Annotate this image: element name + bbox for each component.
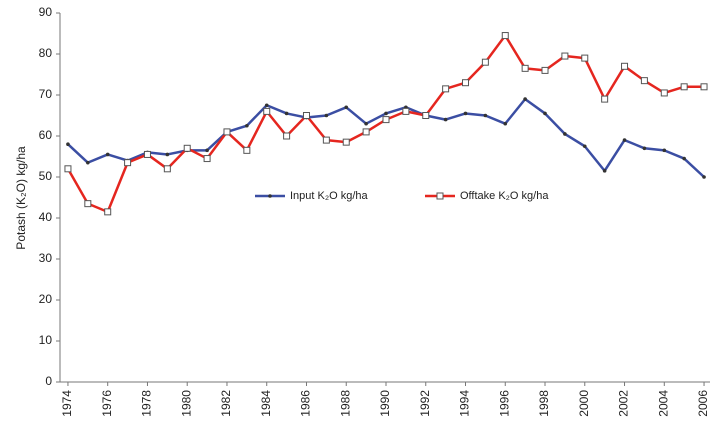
x-tick-label: 1974 bbox=[60, 390, 74, 417]
data-point bbox=[104, 208, 112, 216]
legend-label: Offtake K₂O kg/ha bbox=[460, 190, 549, 202]
x-tick-label: 1992 bbox=[418, 390, 432, 417]
series-line bbox=[66, 34, 705, 214]
data-point bbox=[521, 64, 529, 72]
x-tick-label: 1990 bbox=[378, 390, 392, 417]
x-tick-label: 1996 bbox=[497, 390, 511, 417]
x-tick-label: 1980 bbox=[179, 390, 193, 417]
y-tick-label: 70 bbox=[39, 87, 53, 101]
data-point bbox=[165, 152, 170, 157]
y-tick-label: 60 bbox=[39, 128, 53, 142]
x-tick-label: 1978 bbox=[140, 390, 154, 417]
data-point bbox=[700, 83, 708, 91]
data-point bbox=[402, 107, 410, 115]
data-point bbox=[442, 85, 450, 93]
data-point bbox=[523, 97, 527, 101]
data-point bbox=[642, 146, 647, 151]
x-tick-label: 2004 bbox=[656, 390, 670, 417]
y-tick-label: 30 bbox=[39, 251, 53, 265]
data-point bbox=[264, 103, 269, 108]
data-point bbox=[344, 105, 349, 110]
data-point bbox=[105, 152, 110, 157]
data-point bbox=[602, 169, 607, 173]
y-axis-label: Potash (K₂O) kg/ha bbox=[14, 146, 28, 250]
data-point bbox=[384, 111, 388, 116]
y-tick-label: 40 bbox=[39, 210, 53, 224]
series bbox=[64, 32, 708, 216]
x-tick-label: 1984 bbox=[259, 390, 273, 417]
data-point bbox=[243, 146, 251, 154]
data-point bbox=[203, 155, 211, 163]
data-point bbox=[362, 128, 370, 136]
data-point bbox=[702, 175, 706, 179]
legend-label: Input K₂O kg/ha bbox=[290, 190, 369, 202]
data-point bbox=[682, 156, 686, 161]
data-point bbox=[342, 138, 350, 146]
data-point bbox=[284, 111, 289, 116]
data-point bbox=[561, 52, 569, 60]
data-point bbox=[422, 112, 430, 119]
x-tick-label: 1998 bbox=[537, 390, 551, 417]
data-point bbox=[283, 132, 291, 140]
data-point bbox=[543, 111, 547, 116]
y-tick-label: 20 bbox=[39, 292, 53, 306]
data-point bbox=[581, 54, 589, 62]
data-point bbox=[640, 77, 648, 85]
x-tick-label: 1986 bbox=[299, 390, 313, 417]
data-point bbox=[462, 79, 470, 87]
data-point bbox=[143, 150, 151, 158]
data-point bbox=[183, 144, 191, 152]
data-point bbox=[601, 95, 609, 103]
data-point bbox=[205, 148, 209, 153]
data-point bbox=[263, 107, 271, 115]
data-point bbox=[322, 136, 330, 144]
x-tick-label: 1988 bbox=[338, 390, 352, 417]
legend-marker bbox=[268, 194, 272, 198]
data-point bbox=[443, 117, 448, 122]
data-point bbox=[223, 128, 231, 136]
data-point bbox=[364, 121, 368, 126]
data-point bbox=[66, 142, 70, 146]
data-point bbox=[463, 111, 468, 116]
y-tick-label: 50 bbox=[39, 169, 53, 183]
data-point bbox=[324, 113, 329, 118]
data-point bbox=[163, 165, 171, 173]
data-point bbox=[483, 113, 488, 118]
data-point bbox=[660, 89, 668, 97]
data-point bbox=[124, 159, 132, 167]
data-point bbox=[245, 123, 249, 128]
data-point bbox=[582, 144, 587, 149]
data-point bbox=[501, 32, 509, 40]
x-tick-label: 2000 bbox=[577, 390, 591, 417]
legend-marker bbox=[436, 192, 444, 200]
data-point bbox=[622, 138, 627, 142]
data-point bbox=[541, 66, 549, 74]
x-tick-label: 1976 bbox=[100, 390, 114, 417]
y-tick-label: 90 bbox=[39, 5, 53, 19]
data-point bbox=[563, 132, 567, 136]
data-point bbox=[86, 160, 90, 165]
x-tick-label: 1982 bbox=[219, 390, 233, 417]
data-point bbox=[64, 165, 72, 173]
data-point bbox=[621, 62, 629, 70]
data-point bbox=[84, 200, 92, 208]
data-point bbox=[382, 116, 390, 124]
data-point bbox=[503, 121, 508, 126]
data-point bbox=[302, 112, 310, 119]
series bbox=[66, 97, 706, 179]
data-point bbox=[680, 83, 688, 91]
x-tick-label: 2006 bbox=[696, 390, 710, 417]
data-point bbox=[481, 58, 489, 66]
x-tick-label: 1994 bbox=[458, 390, 472, 417]
y-tick-label: 80 bbox=[39, 46, 53, 60]
y-tick-label: 10 bbox=[39, 333, 53, 347]
data-point bbox=[662, 148, 667, 153]
y-tick-label: 0 bbox=[45, 374, 52, 388]
x-tick-label: 2002 bbox=[617, 390, 631, 417]
